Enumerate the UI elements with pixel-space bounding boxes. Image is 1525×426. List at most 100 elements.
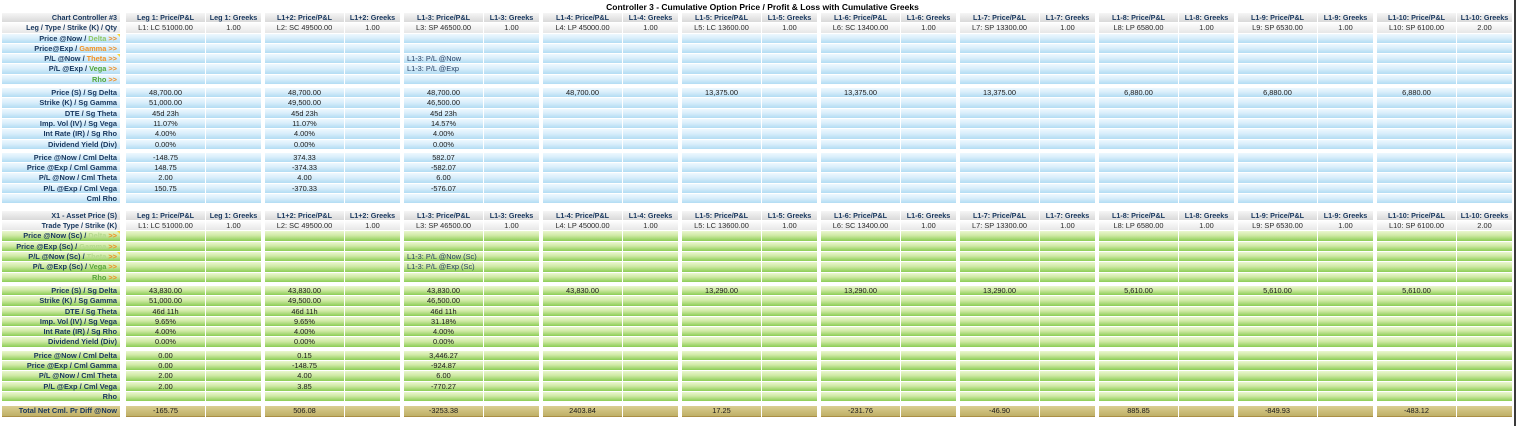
value-cell[interactable] (1377, 327, 1456, 338)
leg-qty-cell[interactable]: 1.00 (345, 221, 400, 232)
leg-description-cell[interactable]: L1: LC 51000.00 (126, 23, 205, 34)
value-cell[interactable]: 0.00% (126, 337, 205, 348)
empty-cell[interactable] (345, 241, 400, 253)
value-cell[interactable] (960, 337, 1039, 348)
empty-cell[interactable] (484, 152, 539, 164)
value-cell[interactable] (682, 152, 761, 164)
empty-cell[interactable] (345, 337, 400, 348)
empty-cell[interactable] (1099, 43, 1178, 55)
empty-cell[interactable] (762, 173, 817, 184)
empty-cell[interactable] (1457, 33, 1512, 44)
value-cell[interactable] (821, 194, 900, 205)
leg-qty-cell[interactable]: 1.00 (1179, 221, 1234, 232)
empty-cell[interactable] (1040, 350, 1095, 361)
empty-cell[interactable] (1179, 252, 1234, 263)
empty-cell[interactable] (762, 272, 817, 283)
empty-cell[interactable] (206, 108, 261, 119)
empty-cell[interactable] (345, 108, 400, 119)
empty-cell[interactable] (1318, 194, 1373, 205)
greeks-header-cell[interactable]: Leg 1: Greeks (206, 210, 261, 222)
empty-cell[interactable] (1179, 43, 1234, 55)
greeks-header-cell[interactable]: L1+2: Greeks (345, 13, 400, 24)
value-cell[interactable] (960, 108, 1039, 119)
param-row-label[interactable]: Strike (K) / Sg Gamma (2, 296, 120, 307)
empty-cell[interactable] (543, 252, 622, 263)
empty-cell[interactable] (901, 98, 956, 109)
empty-cell[interactable] (901, 272, 956, 283)
empty-cell[interactable] (1099, 241, 1178, 253)
empty-cell[interactable] (821, 64, 900, 75)
value-cell[interactable] (960, 139, 1039, 150)
value-cell[interactable] (1099, 361, 1178, 372)
series-toggle-arrows[interactable]: >> (108, 272, 117, 282)
value-cell[interactable] (682, 163, 761, 174)
empty-cell[interactable] (623, 241, 678, 253)
value-cell[interactable]: 0.00% (404, 337, 483, 348)
value-cell[interactable] (1377, 163, 1456, 174)
empty-cell[interactable] (1040, 231, 1095, 242)
param-row-label[interactable]: Dividend Yield (Div) (2, 337, 120, 348)
leg-description-cell[interactable]: L9: SP 6530.00 (1238, 23, 1317, 34)
empty-cell[interactable] (821, 262, 900, 273)
value-cell[interactable] (1099, 391, 1178, 403)
empty-cell[interactable] (1457, 173, 1512, 184)
empty-cell[interactable] (484, 231, 539, 242)
empty-cell[interactable] (821, 33, 900, 44)
empty-cell[interactable] (1179, 306, 1234, 317)
greeks-header-cell[interactable]: L1-4: Greeks (623, 210, 678, 222)
empty-cell[interactable] (484, 296, 539, 307)
value-cell[interactable] (543, 194, 622, 205)
value-cell[interactable] (1377, 98, 1456, 109)
empty-cell[interactable] (345, 381, 400, 392)
price-header-cell[interactable]: L1-4: Price/P&L (543, 210, 622, 222)
greeks-header-cell[interactable]: L1-8: Greeks (1179, 13, 1234, 24)
empty-cell[interactable] (1457, 129, 1512, 140)
empty-cell[interactable] (484, 371, 539, 382)
empty-cell[interactable] (1099, 252, 1178, 263)
value-cell[interactable] (821, 371, 900, 382)
greek-row-label[interactable]: Rho >> (2, 272, 120, 283)
value-cell[interactable]: 4.00% (265, 327, 344, 338)
empty-cell[interactable] (484, 163, 539, 174)
empty-cell[interactable] (623, 88, 678, 99)
empty-cell[interactable] (484, 391, 539, 403)
empty-cell[interactable] (1040, 43, 1095, 55)
value-cell[interactable] (1238, 371, 1317, 382)
empty-cell[interactable] (1318, 163, 1373, 174)
empty-cell[interactable] (1179, 327, 1234, 338)
value-cell[interactable] (1377, 350, 1456, 361)
empty-cell[interactable] (1318, 173, 1373, 184)
empty-cell[interactable] (1238, 43, 1317, 55)
empty-cell[interactable] (345, 43, 400, 55)
empty-cell[interactable] (1179, 371, 1234, 382)
empty-cell[interactable] (1377, 43, 1456, 55)
empty-cell[interactable] (1318, 64, 1373, 75)
value-cell[interactable] (1099, 173, 1178, 184)
empty-cell[interactable] (1318, 54, 1373, 65)
empty-cell[interactable] (1040, 163, 1095, 174)
empty-cell[interactable] (345, 173, 400, 184)
total-value-cell[interactable]: -3253.38 (404, 405, 483, 417)
empty-cell[interactable] (404, 74, 483, 86)
value-cell[interactable]: 48,700.00 (543, 88, 622, 99)
total-value-cell[interactable]: 17.25 (682, 405, 761, 417)
empty-cell[interactable] (682, 252, 761, 263)
empty-cell[interactable] (1457, 152, 1512, 164)
empty-cell[interactable] (762, 241, 817, 253)
value-cell[interactable] (682, 118, 761, 130)
empty-cell[interactable] (1040, 54, 1095, 65)
empty-cell[interactable] (901, 152, 956, 164)
empty-cell[interactable] (1457, 54, 1512, 65)
empty-cell[interactable] (1099, 262, 1178, 273)
value-cell[interactable]: 6,880.00 (1099, 88, 1178, 99)
empty-cell[interactable] (484, 183, 539, 195)
value-cell[interactable]: 5,610.00 (1099, 285, 1178, 297)
value-cell[interactable]: 6.00 (404, 173, 483, 184)
total-value-cell[interactable]: -165.75 (126, 405, 205, 417)
empty-cell[interactable] (1457, 64, 1512, 75)
empty-cell[interactable] (345, 152, 400, 164)
empty-cell[interactable] (543, 241, 622, 253)
empty-cell[interactable] (762, 316, 817, 328)
empty-cell[interactable] (1457, 231, 1512, 242)
empty-cell[interactable] (484, 118, 539, 130)
